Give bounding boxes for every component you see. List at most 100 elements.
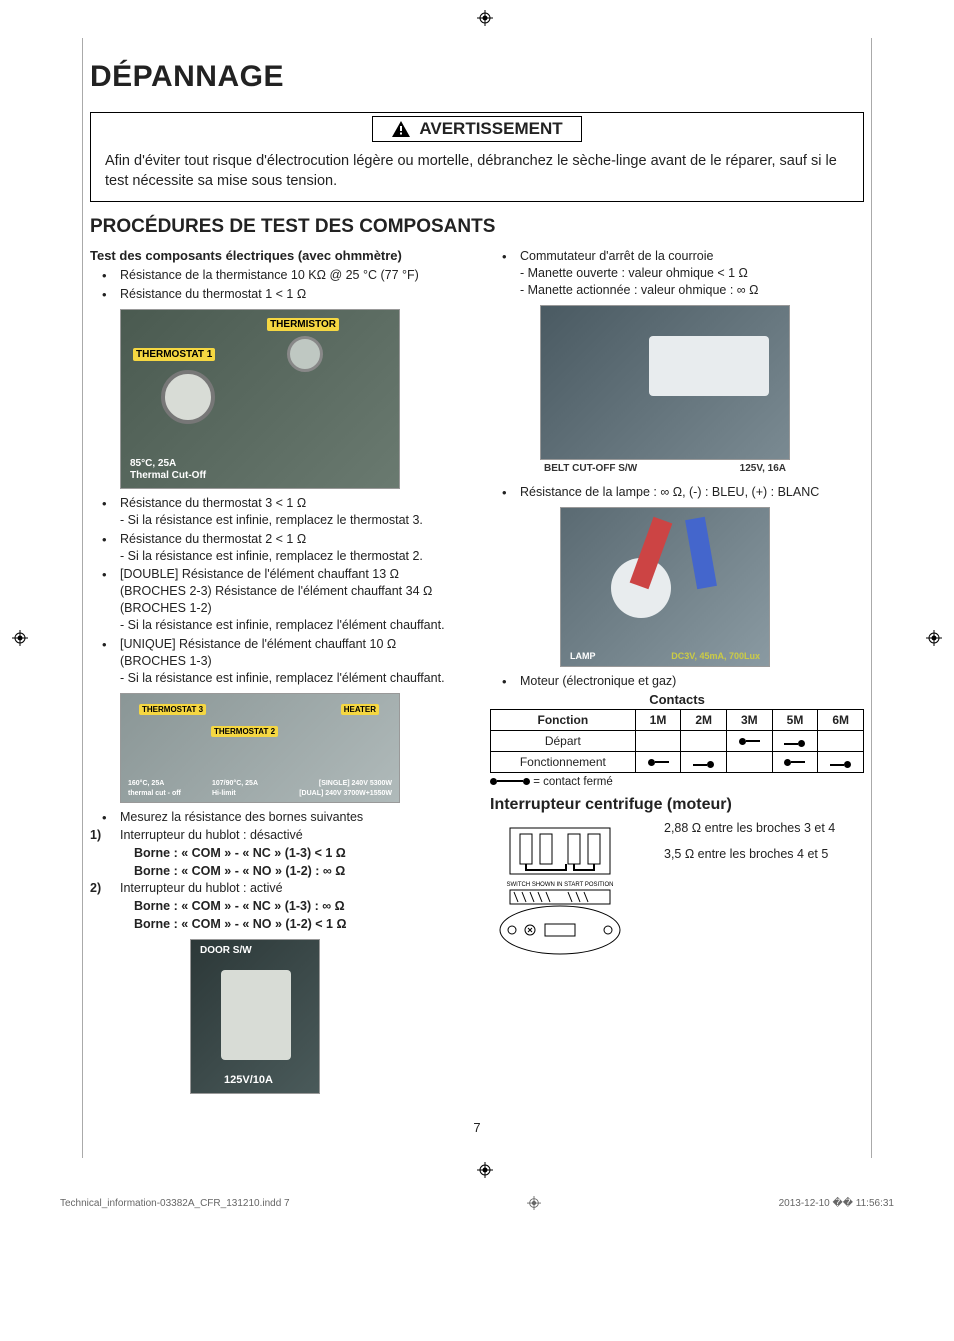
text: - Manette actionnée : valeur ohmique : ∞… — [520, 283, 759, 297]
list-item: Résistance du thermostat 2 < 1 Ω - Si la … — [90, 531, 464, 565]
registration-mark-icon — [477, 1162, 493, 1178]
page-content: DÉPANNAGE AVERTISSEMENT Afin d'éviter to… — [0, 0, 954, 1260]
list-item: Résistance de la lampe : ∞ Ω, (-) : BLEU… — [490, 484, 864, 501]
text: Interrupteur du hublot : activé — [120, 881, 283, 895]
table-cell — [635, 730, 681, 751]
centrifuge-heading: Interrupteur centrifuge (moteur) — [490, 796, 864, 814]
component-circle — [287, 336, 323, 372]
photo-label: 125V/10A — [221, 1073, 276, 1087]
contacts-table: Fonction 1M 2M 3M 5M 6M DépartFonctionne… — [490, 709, 864, 773]
diagram-caption: SWITCH SHOWN IN START POSITION — [506, 882, 613, 888]
page-title: DÉPANNAGE — [90, 60, 864, 94]
wire-blue — [685, 516, 717, 588]
photo-thermostat-thermistor: THERMISTOR THERMOSTAT 1 85°C, 25A Therma… — [120, 309, 400, 489]
component-circle — [161, 370, 215, 424]
table-header: 1M — [635, 709, 681, 730]
text: - Manette ouverte : valeur ohmique < 1 Ω — [520, 266, 748, 280]
table-header: 3M — [727, 709, 773, 730]
table-legend: = contact fermé — [490, 776, 864, 788]
table-cell — [727, 730, 773, 751]
photo-label: 107/90°C, 25A — [209, 779, 261, 788]
text: - Si la résistance est infinie, remplace… — [120, 671, 445, 685]
table-header: Fonction — [491, 709, 636, 730]
list-item: Résistance du thermostat 3 < 1 Ω - Si la … — [90, 495, 464, 529]
photo-label: THERMOSTAT 2 — [211, 726, 278, 737]
photo-label: Hi-limit — [209, 789, 239, 798]
spec-line: Borne : « COM » - « NC » (1-3) : ∞ Ω — [90, 898, 464, 916]
text: (BROCHES 2-3) Résistance de l'élément ch… — [120, 584, 432, 598]
right-column: Commutateur d'arrêt de la courroie - Man… — [490, 248, 864, 1100]
legend-text: = contact fermé — [533, 776, 613, 788]
photo-label: BELT CUT-OFF S/W — [541, 462, 640, 475]
numbered-item: 1)Interrupteur du hublot : désactivé — [90, 827, 464, 844]
table-header-row: Fonction 1M 2M 3M 5M 6M — [491, 709, 864, 730]
warning-box: AVERTISSEMENT Afin d'éviter tout risque … — [90, 112, 864, 202]
list-item: [UNIQUE] Résistance de l'élément chauffa… — [90, 636, 464, 687]
photo-label: 125V, 16A — [737, 462, 789, 475]
table-header: 2M — [681, 709, 727, 730]
photo-label: LAMP — [567, 650, 599, 662]
table-cell — [681, 730, 727, 751]
section-heading: PROCÉDURES DE TEST DES COMPOSANTS — [90, 216, 864, 238]
photo-label: 160°C, 25A — [125, 779, 167, 788]
list-item: [DOUBLE] Résistance de l'élément chauffa… — [90, 566, 464, 634]
spec-line: Borne : « COM » - « NO » (1-2) < 1 Ω — [90, 916, 464, 934]
spec-text: 3,5 Ω entre les broches 4 et 5 — [664, 846, 835, 863]
footer: Technical_information-03382A_CFR_131210.… — [0, 1190, 954, 1216]
text: Résistance du thermostat 3 < 1 Ω — [120, 496, 306, 510]
text: (BROCHES 1-3) — [120, 654, 212, 668]
list-item: Commutateur d'arrêt de la courroie - Man… — [490, 248, 864, 299]
list-item: Moteur (électronique et gaz) — [490, 673, 864, 690]
photo-label: [DUAL] 240V 3700W+1550W — [296, 789, 395, 798]
photo-lamp: LAMP DC3V, 45mA, 700Lux — [560, 507, 770, 667]
text: [DOUBLE] Résistance de l'élément chauffa… — [120, 567, 399, 581]
table-cell — [635, 751, 681, 772]
text: (BROCHES 1-2) — [120, 601, 212, 615]
spec-line: Borne : « COM » - « NO » (1-2) : ∞ Ω — [90, 863, 464, 881]
text: Résistance du thermostat 2 < 1 Ω — [120, 532, 306, 546]
text: - Si la résistance est infinie, remplace… — [120, 513, 423, 527]
page-number: 7 — [90, 1120, 864, 1135]
numbered-item: 2)Interrupteur du hublot : activé — [90, 880, 464, 897]
table-cell — [727, 751, 773, 772]
spec-text: 2,88 Ω entre les broches 3 et 4 — [664, 820, 835, 837]
footer-filename: Technical_information-03382A_CFR_131210.… — [60, 1198, 290, 1209]
photo-label: DOOR S/W — [197, 944, 255, 957]
left-subheading: Test des composants électriques (avec oh… — [90, 248, 464, 263]
text: Commutateur d'arrêt de la courroie — [520, 249, 713, 263]
table-row: Fonctionnement — [491, 751, 864, 772]
text: Interrupteur du hublot : désactivé — [120, 828, 303, 842]
table-cell — [772, 751, 818, 772]
component-body — [649, 336, 769, 396]
table-header: 6M — [818, 709, 864, 730]
centrifuge-specs: 2,88 Ω entre les broches 3 et 4 3,5 Ω en… — [664, 820, 835, 960]
text: - Si la résistance est infinie, remplace… — [120, 618, 445, 632]
warning-icon — [391, 120, 411, 138]
photo-label: DC3V, 45mA, 700Lux — [668, 650, 763, 662]
left-column: Test des composants électriques (avec oh… — [90, 248, 464, 1100]
table-cell — [818, 751, 864, 772]
photo-belt-cutoff: BELT CUT-OFF S/W 125V, 16A — [540, 305, 790, 460]
list-item: Résistance de la thermistance 10 KΩ @ 25… — [90, 267, 464, 284]
text: - Si la résistance est infinie, remplace… — [120, 549, 423, 563]
table-cell — [772, 730, 818, 751]
component-body — [221, 970, 291, 1060]
photo-label: THERMISTOR — [267, 318, 339, 331]
table-cell: Départ — [491, 730, 636, 751]
list-item: Résistance du thermostat 1 < 1 Ω — [90, 286, 464, 303]
contacts-title: Contacts — [490, 692, 864, 707]
centrifuge-diagram: SWITCH SHOWN IN START POSITION — [490, 820, 650, 960]
photo-label: Thermal Cut-Off — [127, 469, 209, 482]
warning-text: Afin d'éviter tout risque d'électrocutio… — [91, 146, 863, 201]
photo-label: HEATER — [341, 704, 379, 715]
registration-mark-icon — [527, 1196, 541, 1210]
photo-label: THERMOSTAT 1 — [133, 348, 215, 361]
table-cell — [818, 730, 864, 751]
table-cell: Fonctionnement — [491, 751, 636, 772]
warning-label: AVERTISSEMENT — [419, 119, 562, 139]
table-row: Départ — [491, 730, 864, 751]
photo-heater: THERMOSTAT 3 THERMOSTAT 2 HEATER 160°C, … — [120, 693, 400, 803]
text: [UNIQUE] Résistance de l'élément chauffa… — [120, 637, 396, 651]
list-item: Mesurez la résistance des bornes suivant… — [90, 809, 464, 826]
spec-line: Borne : « COM » - « NC » (1-3) < 1 Ω — [90, 845, 464, 863]
